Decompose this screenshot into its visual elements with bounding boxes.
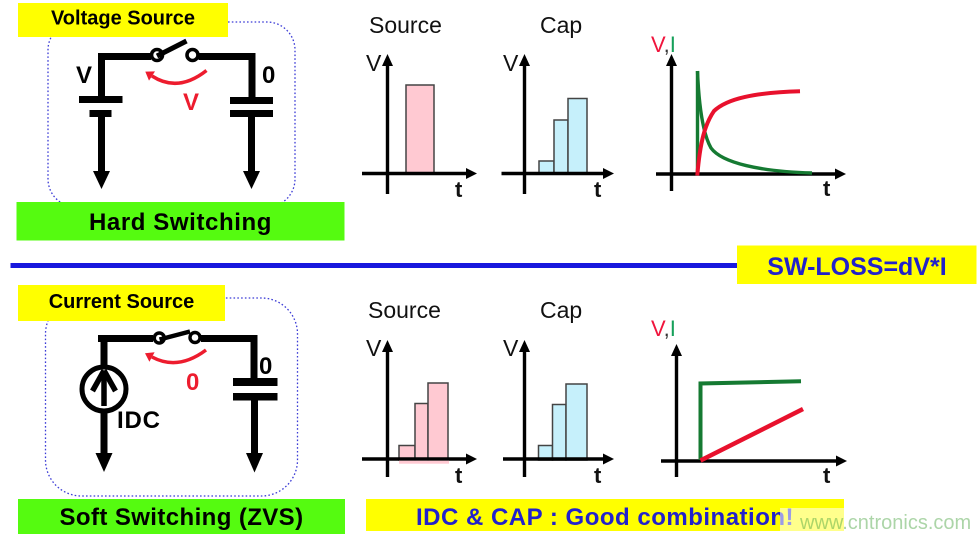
svg-text:t: t (455, 177, 463, 202)
svg-text:Soft Switching (ZVS): Soft Switching (ZVS) (60, 504, 304, 531)
svg-text:V: V (366, 50, 382, 76)
svg-text:Cap: Cap (540, 12, 582, 38)
svg-text:0: 0 (186, 369, 199, 396)
svg-text:Source: Source (369, 12, 442, 38)
svg-text:Voltage Source: Voltage Source (51, 8, 195, 30)
svg-text:0: 0 (259, 353, 272, 380)
svg-text:V: V (76, 62, 92, 89)
svg-text:t: t (823, 463, 831, 488)
svg-text:V: V (503, 335, 519, 361)
svg-text:V: V (503, 50, 519, 76)
svg-text:t: t (823, 176, 831, 201)
svg-text:t: t (594, 177, 602, 202)
svg-text:SW-LOSS=dV*I: SW-LOSS=dV*I (767, 253, 946, 281)
svg-text:IDC & CAP : Good combination!: IDC & CAP : Good combination! (416, 504, 794, 531)
svg-text:V,I: V,I (651, 32, 676, 57)
svg-text:V,I: V,I (651, 316, 676, 341)
svg-text:t: t (594, 463, 602, 488)
svg-text:V: V (183, 89, 199, 116)
svg-text:V: V (366, 335, 382, 361)
svg-text:Cap: Cap (540, 297, 582, 323)
svg-text:0: 0 (262, 62, 275, 89)
svg-text:www.cntronics.com: www.cntronics.com (799, 512, 971, 534)
svg-text:Hard Switching: Hard Switching (89, 209, 272, 236)
svg-text:t: t (455, 463, 463, 488)
svg-text:Current Source: Current Source (49, 291, 195, 313)
svg-text:Source: Source (368, 297, 441, 323)
svg-text:IDC: IDC (117, 407, 161, 434)
